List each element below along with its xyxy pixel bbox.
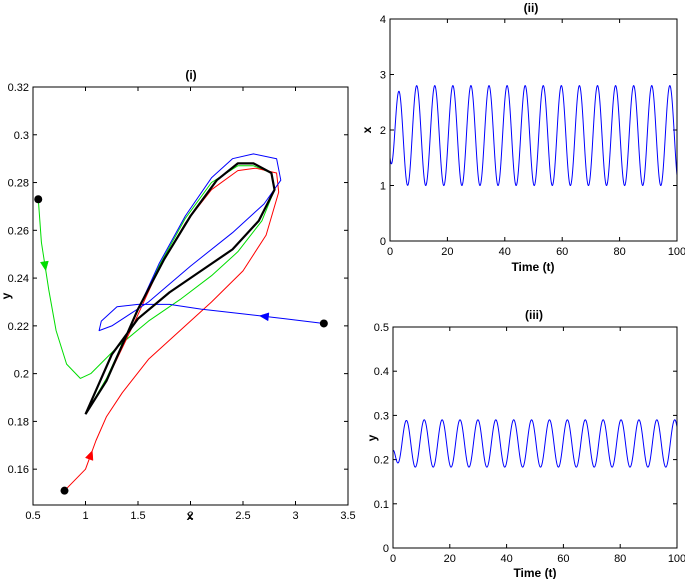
panel-ii-plot-area: 0 20 40 60 80 100 0 1 2 3 4 <box>380 14 685 258</box>
panel-iii-xtick-label: 80 <box>614 553 626 565</box>
panel-iii-ytick-label: 0.4 <box>374 366 389 378</box>
panel-iii-xtick-label: 0 <box>390 553 396 565</box>
panel-ii-title: (ii) <box>524 1 539 15</box>
panel-iii-y-time-series: (iii) 0 20 40 60 80 100 0 0.1 0.2 0.3 0.4 0.5 Time … <box>365 308 685 579</box>
panel-ii-axes-frame <box>389 18 678 242</box>
panel-iii-title: (iii) <box>525 308 543 322</box>
panel-i-plot-area: 0.5 1 1.5 2 2.5 3 3.5 0.16 0.18 0.2 0.22 0.24 0.26 0.… <box>8 82 356 522</box>
panel-ii-xtick-label: 60 <box>556 246 568 258</box>
panel-ii-xtick-label: 40 <box>499 246 511 258</box>
trajectory-arrow-0 <box>40 260 49 272</box>
panel-i-ytick-label: 0.28 <box>8 178 29 190</box>
panel-ii-ytick-label: 2 <box>380 125 386 137</box>
trajectory-2 <box>85 153 324 415</box>
panel-ii-xtick-label: 100 <box>668 246 685 258</box>
panel-i-xtick-label: 1 <box>82 510 88 522</box>
panel-i-xtick-label: 3 <box>292 510 298 522</box>
trajectory-1 <box>64 167 280 492</box>
panel-iii-data-layer <box>393 419 677 468</box>
panel-ii-data-layer <box>390 85 677 187</box>
panel-i-xtick-label: 2.5 <box>235 510 250 522</box>
panel-iii-xlabel: Time (t) <box>513 566 556 579</box>
panel-iii-series-line <box>393 419 677 468</box>
panel-i-xlabel: x <box>187 509 194 523</box>
panel-iii-ytick-label: 0 <box>383 543 389 555</box>
panel-i-data-layer <box>37 153 324 492</box>
panel-i-axes-frame <box>32 86 349 506</box>
panel-iii-ytick-label: 0.5 <box>374 322 389 334</box>
trajectory-arrow-2 <box>258 312 270 322</box>
panel-ii-xtick-label: 20 <box>441 246 453 258</box>
panel-iii-axes-frame <box>392 326 678 549</box>
panel-i-title: (i) <box>185 68 196 82</box>
panel-iii-plot-area: 0 20 40 60 80 100 0 0.1 0.2 0.3 0.4 0.5 <box>374 322 685 565</box>
panel-iii-ytick-label: 0.1 <box>374 499 389 511</box>
panel-ii-ytick-label: 4 <box>380 14 386 26</box>
panel-i-ytick-label: 0.22 <box>8 321 29 333</box>
panel-iii-xtick-label: 20 <box>444 553 456 565</box>
initial-point-marker-2 <box>319 319 328 328</box>
panel-iii-xtick-label: 60 <box>557 553 569 565</box>
panel-ii-ylabel: x <box>360 126 374 133</box>
panel-iii-ytick-label: 0.2 <box>374 455 389 467</box>
panel-ii-ytick-label: 1 <box>380 181 386 193</box>
panel-ii-xtick-label: 0 <box>387 246 393 258</box>
panel-i-ylabel: y <box>0 292 13 299</box>
initial-point-marker-0 <box>34 195 43 204</box>
panel-i-ytick-label: 0.3 <box>14 130 29 142</box>
panel-ii-x-time-series: (ii) 0 20 40 60 80 100 0 1 2 3 4 Time (t) x <box>360 1 685 274</box>
panel-i-ytick-label: 0.24 <box>8 273 29 285</box>
limit-cycle <box>84 162 276 415</box>
panel-iii-ytick-label: 0.3 <box>374 410 389 422</box>
panel-ii-ytick-label: 0 <box>380 236 386 248</box>
trajectory-0 <box>37 165 275 415</box>
panel-ii-xtick-label: 80 <box>613 246 625 258</box>
panel-iii-ylabel: y <box>365 434 379 441</box>
panel-iii-xtick-label: 40 <box>500 553 512 565</box>
panel-i-ytick-label: 0.26 <box>8 225 29 237</box>
panel-i-xtick-label: 1.5 <box>130 510 145 522</box>
panel-i-phase-plane: (i) 0.5 1 1.5 2 2.5 3 3.50.160.180.20.220.240.… <box>0 68 356 523</box>
panel-iii-xtick-label: 100 <box>668 553 685 565</box>
panel-i-xtick-label: 0.5 <box>25 510 40 522</box>
panel-i-ytick-label: 0.18 <box>8 416 29 428</box>
panel-ii-ytick-label: 3 <box>380 70 386 82</box>
panel-i-ytick-label: 0.32 <box>8 82 29 94</box>
trajectory-arrow-1 <box>84 450 94 461</box>
panel-i-xtick-label: 3.5 <box>340 510 355 522</box>
panel-ii-xlabel: Time (t) <box>511 260 554 274</box>
panel-i-ytick-label: 0.2 <box>14 369 29 381</box>
panel-ii-series-line <box>390 85 677 187</box>
initial-point-marker-1 <box>60 486 69 495</box>
panel-i-ytick-label: 0.16 <box>8 464 29 476</box>
panel-i-xtick-label: 2 <box>187 510 193 522</box>
